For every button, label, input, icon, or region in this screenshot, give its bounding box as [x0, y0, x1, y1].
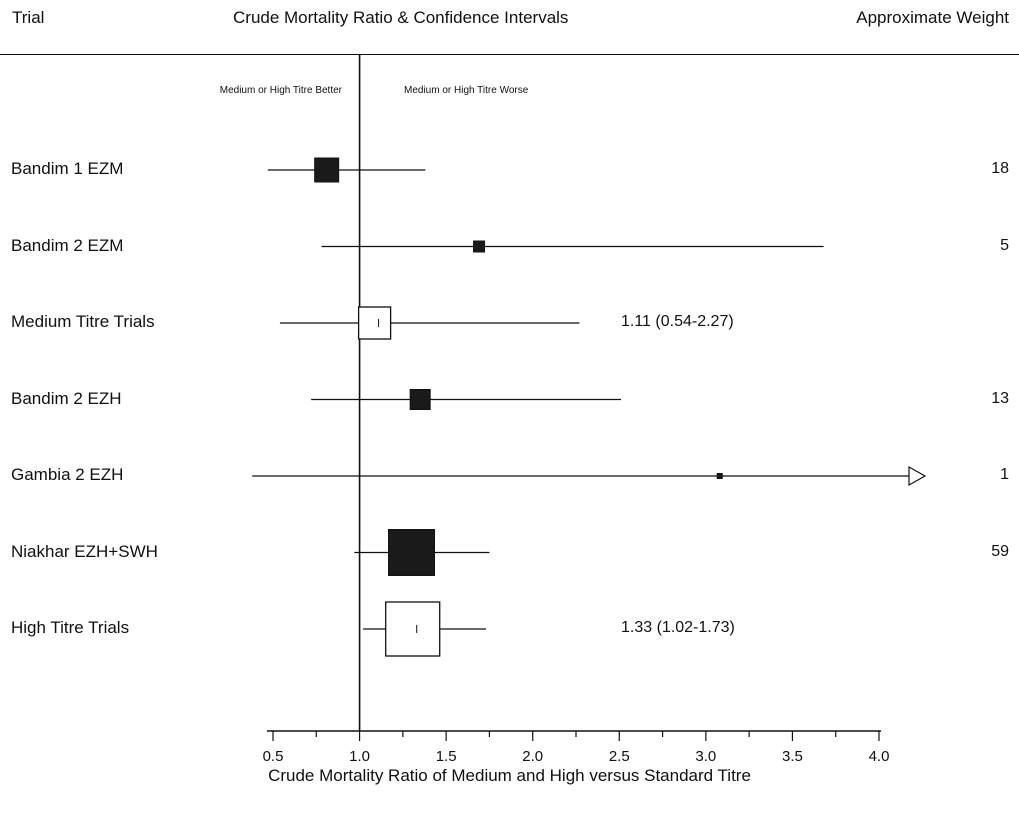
- summary-box: [357, 306, 392, 340]
- row-weight: 18: [991, 160, 1009, 177]
- row-label: High Titre Trials: [11, 618, 130, 637]
- x-tick-label: 0.5: [263, 748, 284, 765]
- zone-label-better: Medium or High Titre Better: [219, 85, 342, 96]
- column-header-weight: Approximate Weight: [856, 8, 1009, 27]
- estimate-marker: [473, 240, 486, 253]
- row-weight: 59: [991, 542, 1009, 560]
- row-label: Bandim 1 EZM: [11, 159, 124, 178]
- estimate-marker: [388, 529, 436, 576]
- estimate-marker: [314, 157, 340, 183]
- row-label: Gambia 2 EZH: [11, 465, 124, 484]
- chart-title: Crude Mortality Ratio & Confidence Inter…: [233, 8, 569, 27]
- row-label: Niakhar EZH+SWH: [11, 541, 158, 561]
- summary-estimate: 1.11 (0.54-2.27): [621, 313, 734, 330]
- ci-arrow: [908, 465, 927, 487]
- x-tick-label: 2.5: [609, 748, 630, 765]
- row-label: Bandim 2 EZH: [11, 388, 122, 408]
- row-weight: 13: [991, 389, 1009, 407]
- x-tick-label: 3.5: [782, 748, 803, 765]
- column-header-trial: Trial: [12, 8, 45, 27]
- row-weight: 1: [1000, 466, 1009, 483]
- summary-box: [385, 601, 441, 657]
- x-tick-label: 1.5: [436, 748, 457, 765]
- row-label: Bandim 2 EZM: [11, 235, 124, 255]
- row-label: Medium Titre Trials: [11, 312, 155, 331]
- x-axis-label: Crude Mortality Ratio of Medium and High…: [268, 766, 751, 785]
- header-divider: [0, 54, 1019, 55]
- zone-label-worse: Medium or High Titre Worse: [404, 85, 529, 96]
- summary-estimate: 1.33 (1.02-1.73): [621, 619, 735, 636]
- x-tick-label: 1.0: [349, 748, 370, 765]
- x-tick-label: 2.0: [522, 748, 543, 765]
- x-tick-label: 3.0: [695, 748, 716, 765]
- estimate-marker: [716, 473, 723, 479]
- row-weight: 5: [1000, 236, 1009, 254]
- x-tick-label: 4.0: [869, 748, 890, 765]
- estimate-marker: [409, 389, 431, 410]
